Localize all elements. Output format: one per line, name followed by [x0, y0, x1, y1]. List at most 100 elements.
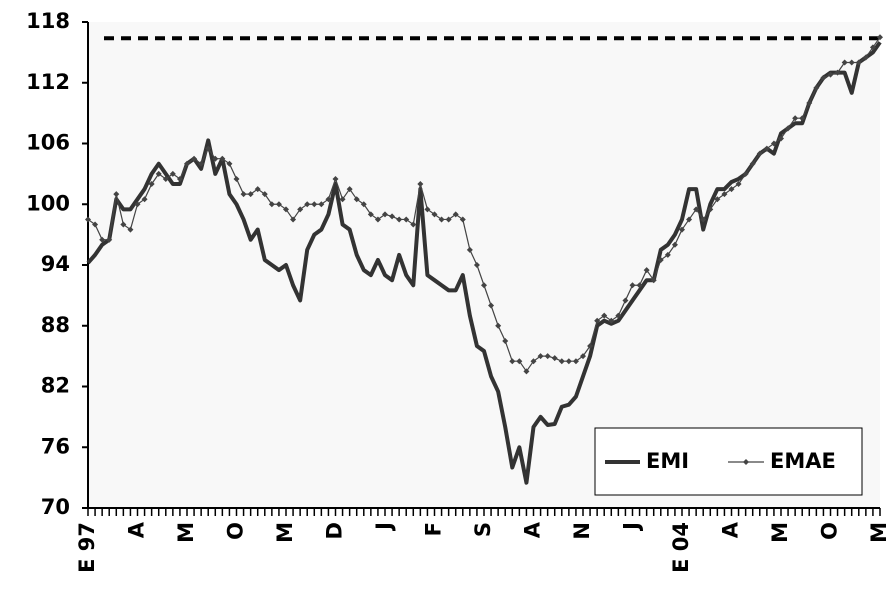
data-point: [382, 211, 388, 218]
x-tick-label: M: [768, 522, 792, 543]
data-point: [523, 368, 530, 375]
data-point: [869, 44, 876, 51]
data-point: [488, 302, 495, 309]
data-point: [318, 201, 325, 208]
data-point: [311, 201, 318, 208]
data-point: [106, 236, 113, 243]
data-point: [120, 221, 127, 228]
data-point: [601, 312, 608, 319]
y-tick-label: 88: [41, 313, 70, 337]
x-tick-label: E 97: [75, 522, 99, 573]
data-point: [785, 125, 792, 132]
data-point: [247, 191, 254, 198]
data-point: [587, 343, 594, 349]
legend-swatch: [743, 459, 749, 465]
data-point: [862, 54, 869, 61]
data-point: [763, 145, 770, 152]
data-point: [85, 216, 91, 223]
data-point: [495, 322, 502, 329]
data-point: [622, 297, 629, 304]
data-point: [438, 216, 445, 223]
data-point: [339, 196, 346, 203]
data-point: [268, 201, 275, 208]
data-point: [551, 355, 558, 362]
data-point: [141, 196, 148, 203]
data-point: [855, 59, 862, 66]
data-point: [127, 226, 134, 233]
x-tick-label: M: [273, 522, 297, 543]
data-point: [742, 170, 749, 177]
data-point: [261, 191, 268, 198]
data-point: [629, 282, 636, 289]
data-point: [707, 206, 714, 213]
data-point: [813, 84, 820, 91]
data-point: [325, 196, 332, 203]
data-point: [410, 221, 417, 228]
data-point: [275, 201, 282, 208]
data-point: [827, 71, 834, 78]
data-point: [594, 317, 601, 324]
data-point: [424, 206, 431, 213]
data-point: [134, 201, 141, 208]
data-point: [466, 246, 473, 253]
data-point: [799, 115, 806, 122]
y-tick-label: 94: [41, 252, 70, 276]
data-point: [113, 191, 120, 198]
data-point: [714, 196, 721, 203]
x-tick-label: O: [818, 522, 842, 540]
data-point: [820, 74, 827, 81]
data-point: [481, 282, 487, 289]
data-point: [389, 213, 396, 220]
y-tick-label: 70: [41, 495, 70, 519]
x-tick-label: M: [174, 522, 198, 543]
data-point: [679, 226, 685, 233]
data-point: [657, 256, 664, 263]
x-tick-label: M: [867, 522, 891, 543]
data-point: [572, 358, 579, 365]
data-point: [558, 358, 565, 365]
data-point: [806, 100, 813, 106]
data-point: [212, 155, 219, 162]
y-tick-label: 100: [26, 191, 70, 215]
data-point: [473, 262, 480, 268]
data-point: [700, 216, 707, 223]
data-point: [205, 145, 212, 152]
data-point: [290, 216, 297, 223]
data-point: [431, 211, 438, 218]
y-tick-label: 118: [26, 9, 70, 33]
data-point: [360, 201, 367, 208]
data-point: [792, 115, 799, 122]
x-tick-label: J: [372, 522, 396, 532]
x-tick-label: A: [521, 521, 545, 538]
data-point: [367, 211, 374, 218]
data-point: [693, 206, 700, 213]
data-point: [502, 337, 509, 344]
data-point: [162, 175, 169, 182]
data-point: [254, 186, 261, 193]
data-point: [721, 191, 728, 198]
data-point: [516, 358, 523, 365]
x-tick-label: A: [719, 521, 743, 538]
data-point: [198, 160, 205, 167]
data-point: [636, 282, 643, 289]
data-point: [297, 206, 304, 213]
data-point: [537, 353, 544, 360]
data-point: [332, 175, 339, 182]
data-point: [374, 216, 381, 223]
data-point: [664, 251, 671, 258]
data-point: [169, 170, 176, 177]
data-point: [219, 155, 226, 162]
plot-area: [88, 22, 880, 508]
legend-label: EMAE: [770, 449, 836, 473]
data-point: [176, 175, 183, 182]
x-tick-label: F: [422, 522, 446, 536]
data-point: [650, 277, 657, 284]
data-point: [184, 160, 190, 167]
data-point: [834, 69, 841, 76]
data-point: [509, 358, 516, 365]
y-tick-label: 82: [41, 374, 70, 398]
data-point: [686, 216, 693, 223]
data-point: [445, 216, 452, 223]
y-tick-label: 106: [26, 131, 70, 155]
